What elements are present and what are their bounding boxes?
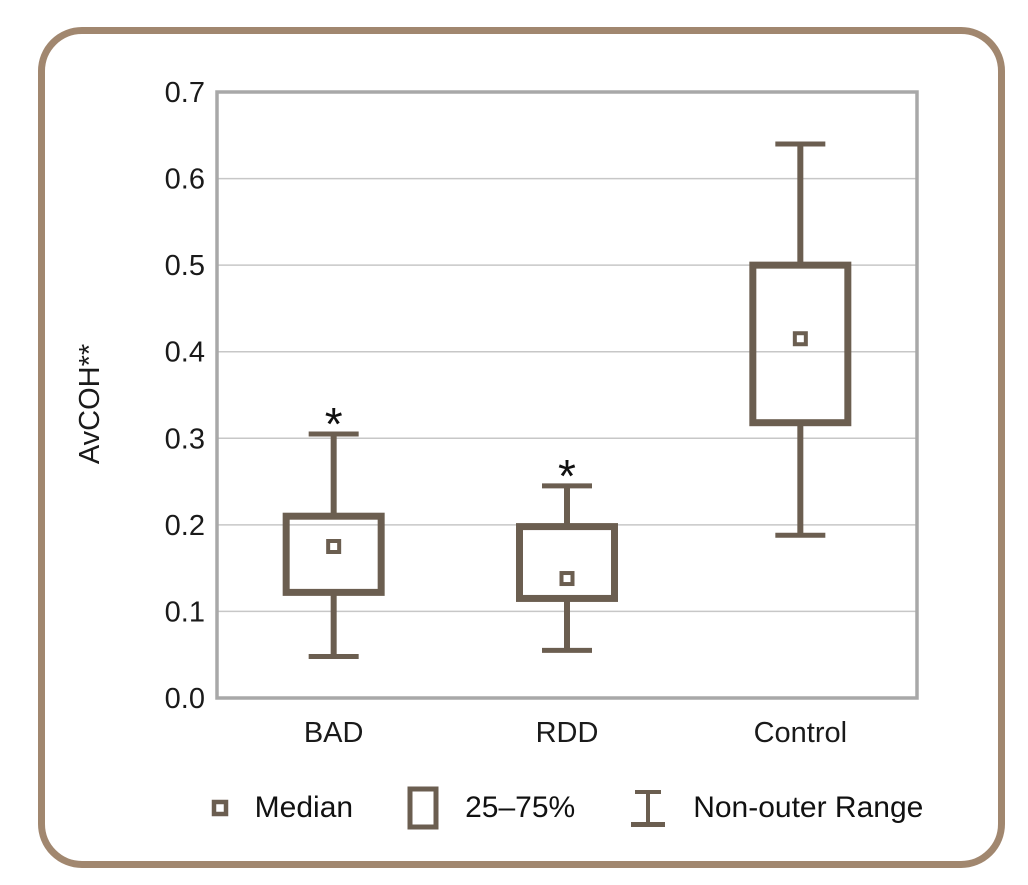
legend-item-median: Median bbox=[211, 791, 353, 825]
x-category-label: Control bbox=[754, 717, 848, 749]
legend-label-median: Median bbox=[254, 791, 354, 824]
median-marker bbox=[559, 571, 575, 587]
median-marker bbox=[326, 539, 342, 554]
y-tick-label: 0.7 bbox=[165, 77, 205, 109]
x-axis-category-labels: BAD RDD Control bbox=[304, 717, 847, 749]
legend-label-range: Non-outer Range bbox=[693, 791, 924, 824]
iqr-box-icon bbox=[407, 786, 439, 830]
y-tick-label: 0.2 bbox=[165, 510, 205, 542]
y-axis-tick-labels: 0.0 0.1 0.2 0.3 0.4 0.5 0.6 0.7 bbox=[165, 77, 205, 715]
y-tick-label: 0.3 bbox=[165, 423, 205, 455]
legend-label-iqr: 25–75% bbox=[465, 791, 576, 824]
whisker-icon bbox=[631, 790, 666, 827]
iqr-box bbox=[516, 523, 618, 602]
outer-frame bbox=[38, 27, 1005, 868]
box-series: ** bbox=[282, 141, 852, 659]
y-tick-label: 0.5 bbox=[165, 250, 205, 282]
box-BAD: * bbox=[282, 398, 385, 659]
legend: Median 25–75% Non-outer Range bbox=[211, 778, 923, 838]
iqr-box bbox=[749, 261, 852, 427]
y-tick-label: 0.6 bbox=[165, 164, 205, 196]
median-marker-icon bbox=[211, 799, 228, 817]
x-category-label: RDD bbox=[536, 717, 599, 749]
legend-item-range: Non-outer Range bbox=[629, 788, 923, 828]
y-tick-label: 0.1 bbox=[165, 596, 205, 628]
box-RDD: * bbox=[516, 450, 618, 653]
x-category-label: BAD bbox=[304, 717, 364, 749]
median-marker bbox=[792, 331, 808, 347]
gridlines bbox=[217, 177, 917, 613]
significance-asterisk: * bbox=[558, 450, 576, 502]
iqr-box bbox=[282, 512, 385, 596]
y-tick-label: 0.4 bbox=[165, 337, 205, 369]
box-Control bbox=[749, 141, 852, 538]
y-tick-label: 0.0 bbox=[165, 683, 205, 715]
plot-border bbox=[215, 90, 919, 700]
legend-item-iqr: 25–75% bbox=[407, 786, 575, 830]
significance-asterisk: * bbox=[325, 398, 343, 450]
y-axis-title: AvCOH** bbox=[74, 344, 106, 464]
